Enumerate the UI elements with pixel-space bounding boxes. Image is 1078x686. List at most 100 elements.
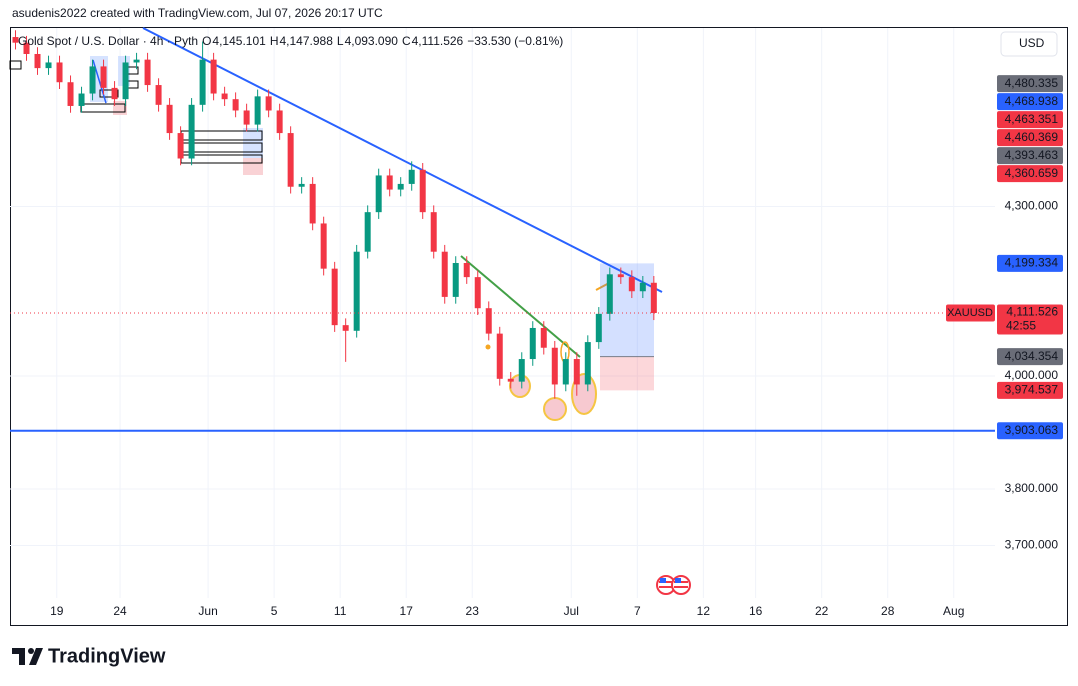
candle-body	[243, 110, 250, 125]
trend-line	[142, 27, 663, 293]
candle-body	[496, 333, 503, 379]
candles	[12, 30, 657, 399]
candle-body	[67, 82, 74, 106]
price-badge	[997, 165, 1063, 183]
candle-body	[386, 175, 393, 190]
candle-body	[155, 85, 162, 105]
candle-body	[463, 263, 470, 278]
grid	[10, 28, 995, 598]
marker	[485, 344, 491, 350]
price-badge-label: 4,360.659	[1005, 166, 1059, 180]
price-badge	[997, 381, 1063, 399]
candle-body	[639, 282, 646, 292]
candle-body	[584, 342, 591, 385]
x-tick-label: Aug	[943, 604, 964, 618]
x-tick-label: 16	[749, 604, 763, 618]
box	[9, 60, 22, 70]
candle-body	[430, 212, 437, 252]
price-badge-label: 4,199.334	[1005, 256, 1059, 270]
x-tick-label: Jun	[198, 604, 217, 618]
candle-body	[199, 59, 206, 105]
candle-body	[485, 308, 492, 334]
flag-stripe	[659, 586, 673, 588]
candle-body	[452, 263, 459, 297]
candle-body	[617, 274, 624, 278]
event-icons	[656, 575, 691, 595]
logo-part	[19, 648, 25, 665]
price-badge	[997, 254, 1063, 272]
legend-value: 4,147.988	[279, 34, 333, 48]
price-badge-label: 4,480.335	[1005, 76, 1059, 90]
x-tick-label: 24	[113, 604, 127, 618]
trend-line-green	[460, 255, 581, 358]
y-tick-label: 4,000.000	[1005, 368, 1059, 382]
candle-body	[78, 93, 85, 106]
candle-body	[364, 212, 371, 252]
price-badge-label: 3,974.537	[1005, 383, 1059, 397]
candle-body	[595, 313, 602, 343]
flag-canton	[660, 578, 666, 583]
candle-body	[419, 169, 426, 213]
x-tick-label: 19	[50, 604, 64, 618]
candle-body	[276, 110, 283, 134]
candle-body	[353, 251, 360, 331]
candle-body	[144, 59, 151, 86]
candle-body	[540, 327, 547, 348]
legend-value: 4,111.526	[412, 34, 464, 48]
y-tick-label: 3,800.000	[1005, 481, 1059, 495]
candle-body	[474, 277, 481, 309]
candle-body	[573, 359, 580, 385]
price-badge	[997, 93, 1063, 111]
x-tick-label: 17	[400, 604, 414, 618]
price-badge-label: 4,460.369	[1005, 130, 1059, 144]
candle-body	[12, 37, 19, 43]
x-tick-label: 7	[634, 604, 641, 618]
legend-change: −33.530 (−0.81%)	[467, 34, 563, 48]
candle-body	[23, 42, 30, 54]
y-tick-label: 4,300.000	[1005, 199, 1059, 213]
currency[interactable]: USD	[1019, 36, 1045, 50]
box	[99, 89, 119, 98]
candle-body	[45, 62, 52, 69]
logo-part	[12, 648, 25, 654]
candle-body	[111, 87, 118, 100]
price-badge	[997, 129, 1063, 147]
legend-key: C	[402, 34, 411, 48]
candle-body	[122, 62, 129, 100]
candle-body	[188, 104, 195, 159]
x-tick-label: 28	[881, 604, 895, 618]
candle-body	[56, 62, 63, 83]
position-loss	[600, 356, 654, 391]
candle-body	[628, 277, 635, 292]
candle-body	[100, 66, 107, 88]
y-tick-label: 3,700.000	[1005, 538, 1059, 552]
candle-body	[166, 104, 173, 134]
candle-body	[375, 175, 382, 213]
price-badge-label: 3,903.063	[1005, 423, 1059, 437]
candle-body	[507, 378, 514, 382]
candle-body	[287, 133, 294, 187]
price-badge	[997, 422, 1063, 440]
price-badge-label: 4,468.938	[1005, 94, 1059, 108]
legend-value: 4,145.101	[212, 34, 266, 48]
symbol-label: XAUUSD	[947, 307, 993, 319]
candle-body	[320, 223, 327, 269]
logo-part	[29, 648, 43, 665]
candle-body	[210, 59, 217, 94]
price-badge	[997, 75, 1063, 93]
symbol-title: Gold Spot / U.S. Dollar · 4h · Pyth	[18, 34, 198, 48]
countdown: 42:55	[1006, 319, 1036, 333]
marker-circle	[543, 397, 567, 421]
currency-button[interactable]	[1000, 31, 1058, 57]
x-tick-label: 22	[815, 604, 829, 618]
legend-value: 4,093.090	[345, 34, 399, 48]
candle-body	[441, 251, 448, 297]
price-badge	[997, 304, 1063, 335]
candle-body	[265, 96, 272, 111]
candle-body	[298, 183, 305, 187]
price-axis: 19 24 Jun 5 11 17 23 Jul 7 12 16 22 28 Aug 3,700.000 3,…	[50, 75, 1063, 618]
legend-key: H	[270, 34, 279, 48]
flag-canton	[675, 578, 681, 583]
candle-body	[518, 359, 525, 382]
